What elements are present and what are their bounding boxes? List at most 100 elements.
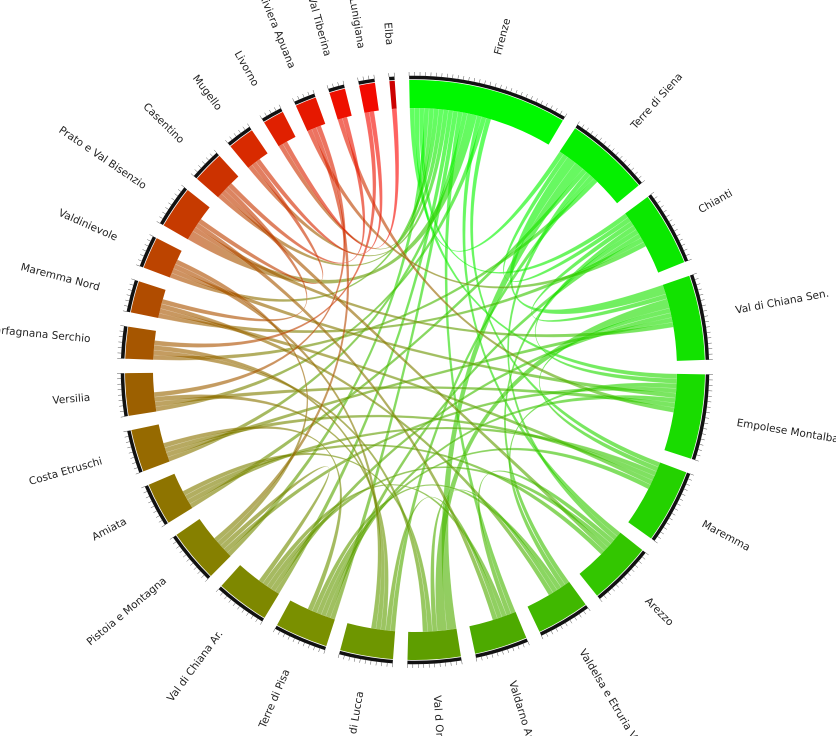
segment-label-maremma-nord: Maremma Nord — [19, 261, 101, 293]
segment-arc-empolese-montalbano — [664, 373, 705, 459]
tick-mark-empolese-montalbano — [700, 438, 705, 441]
tick-mark-val-tiberina — [342, 80, 345, 85]
segment-arc-valdelsa-e-etruria-volt — [527, 581, 586, 632]
segment-label-garfagnana-serchio: Garfagnana Serchio — [0, 323, 91, 345]
segment-track-mugello — [227, 126, 252, 146]
tick-mark-livorno — [278, 104, 282, 109]
tick-mark-empolese-montalbano — [703, 428, 708, 430]
tick-mark-valdelsa-e-etruria-volt — [550, 630, 554, 635]
segment-arc-firenze — [409, 80, 563, 145]
tick-mark-firenze — [468, 76, 470, 81]
tick-mark-amiata — [145, 496, 150, 499]
tick-mark-val-di-chiana-ar — [241, 609, 245, 613]
tick-mark-firenze — [494, 83, 497, 88]
tick-mark-pistoia-e-montagna — [190, 562, 194, 566]
segment-track-arezzo — [597, 550, 646, 599]
segment-arc-lunigiana — [359, 82, 379, 113]
tick-mark-valdarno-aretino — [507, 649, 509, 653]
segment-track-valdinievole — [139, 236, 157, 268]
tick-mark-riviera-apuana — [292, 98, 295, 103]
tick-mark-casentino — [194, 169, 198, 173]
tick-mark-chianti — [676, 233, 681, 237]
tick-mark-maremma — [674, 508, 678, 511]
tick-mark-costa-etruschi — [123, 430, 128, 433]
tick-mark-pistoia-e-montagna — [176, 545, 180, 549]
segment-arc-val-di-chiana-ar — [221, 565, 279, 618]
tick-mark-maremma — [685, 483, 690, 486]
tick-mark-garfagnana-serchio — [119, 330, 124, 332]
tick-mark-maremma-nord — [125, 299, 130, 302]
tick-mark-valdelsa-e-etruria-volt — [541, 635, 544, 640]
tick-mark-maremma — [663, 527, 667, 530]
tick-mark-terre-di-siena — [586, 127, 589, 132]
tick-mark-pistoia-e-montagna — [193, 566, 197, 570]
tick-mark-garfagnana-serchio — [120, 325, 125, 327]
tick-mark-val-di-chiana-sen — [702, 310, 708, 312]
segment-arc-valdarno-aretino — [469, 611, 527, 654]
tick-mark-valdelsa-e-etruria-volt — [545, 632, 549, 637]
tick-mark-arezzo — [631, 568, 635, 572]
ribbon-arezzo-amiata — [184, 444, 605, 555]
segment-track-maremma-nord — [126, 279, 139, 313]
tick-mark-terre-di-pisa — [277, 631, 281, 635]
segment-track-val-di-chiana-ar — [218, 586, 265, 622]
ribbon-empolese-montalbano-terre-di-pisa — [320, 395, 676, 617]
tick-mark-val-di-chiana-ar — [255, 618, 258, 622]
tick-mark-arezzo — [641, 556, 646, 560]
tick-mark-casentino — [209, 153, 213, 157]
tick-mark-val-di-chiana-sen — [704, 320, 710, 323]
tick-mark-valdinievole — [144, 244, 149, 247]
segment-label-terre-di-pisa: Terre di Pisa — [256, 667, 292, 731]
tick-mark-amiata — [141, 486, 146, 489]
tick-mark-firenze — [484, 80, 486, 85]
tick-mark-maremma-nord — [122, 310, 127, 312]
tick-mark-terre-di-siena — [641, 180, 645, 184]
tick-mark-terre-di-pisa — [297, 640, 300, 645]
tick-mark-chianti — [665, 214, 670, 218]
tick-mark-costa-etruschi — [132, 462, 136, 464]
tick-mark-chianti — [653, 196, 658, 200]
tick-mark-prato-e-val-bisenzio — [162, 211, 166, 215]
segment-arc-amiata — [148, 473, 193, 523]
tick-mark-costa-etruschi — [125, 441, 130, 443]
tick-mark-piana-di-lucca — [370, 660, 372, 665]
tick-mark-maremma — [671, 513, 676, 516]
segment-track-val-tiberina — [328, 84, 345, 93]
tick-mark-chianti — [674, 229, 678, 232]
segment-label-empolese-montalbano: Empolese Montalbano — [736, 417, 836, 448]
segment-track-costa-etruschi — [127, 430, 143, 473]
segment-track-val-d-orcia — [407, 657, 462, 665]
tick-mark-prato-e-val-bisenzio — [168, 202, 172, 206]
tick-mark-maremma — [687, 478, 692, 481]
tick-mark-livorno — [259, 115, 263, 120]
tick-mark-piana-di-lucca — [348, 656, 350, 661]
tick-mark-terre-di-siena — [577, 121, 580, 126]
tick-mark-firenze — [564, 113, 568, 118]
segment-label-terre-di-siena: Terre di Siena — [628, 71, 685, 133]
tick-mark-firenze — [515, 89, 518, 94]
segment-arc-maremma-nord — [130, 281, 166, 318]
segment-track-garfagnana-serchio — [120, 326, 128, 359]
tick-mark-arezzo — [619, 580, 623, 584]
segment-track-prato-e-val-bisenzio — [159, 187, 188, 226]
arc-layer — [117, 71, 713, 668]
tick-mark-val-di-chiana-ar — [224, 595, 228, 600]
tick-mark-terre-di-pisa — [292, 638, 295, 642]
tick-mark-valdarno-aretino — [491, 653, 494, 658]
tick-mark-val-di-chiana-sen — [704, 315, 709, 317]
segment-label-lunigiana: Lunigiana — [347, 0, 367, 49]
tick-mark-amiata — [150, 505, 155, 509]
tick-mark-val-di-chiana-ar — [260, 621, 263, 625]
tick-mark-firenze — [550, 105, 553, 110]
tick-mark-pistoia-e-montagna — [205, 578, 209, 582]
segment-label-amiata: Amiata — [90, 516, 129, 544]
tick-mark-arezzo — [638, 560, 642, 564]
tick-mark-valdarno-aretino — [517, 645, 520, 650]
segment-arc-maremma — [628, 462, 687, 539]
tick-mark-chianti — [650, 191, 655, 195]
tick-mark-val-di-chiana-ar — [228, 599, 232, 603]
tick-mark-valdelsa-e-etruria-volt — [565, 622, 568, 627]
tick-mark-prato-e-val-bisenzio — [165, 207, 169, 210]
tick-mark-arezzo — [645, 552, 649, 556]
tick-mark-firenze — [520, 91, 523, 96]
